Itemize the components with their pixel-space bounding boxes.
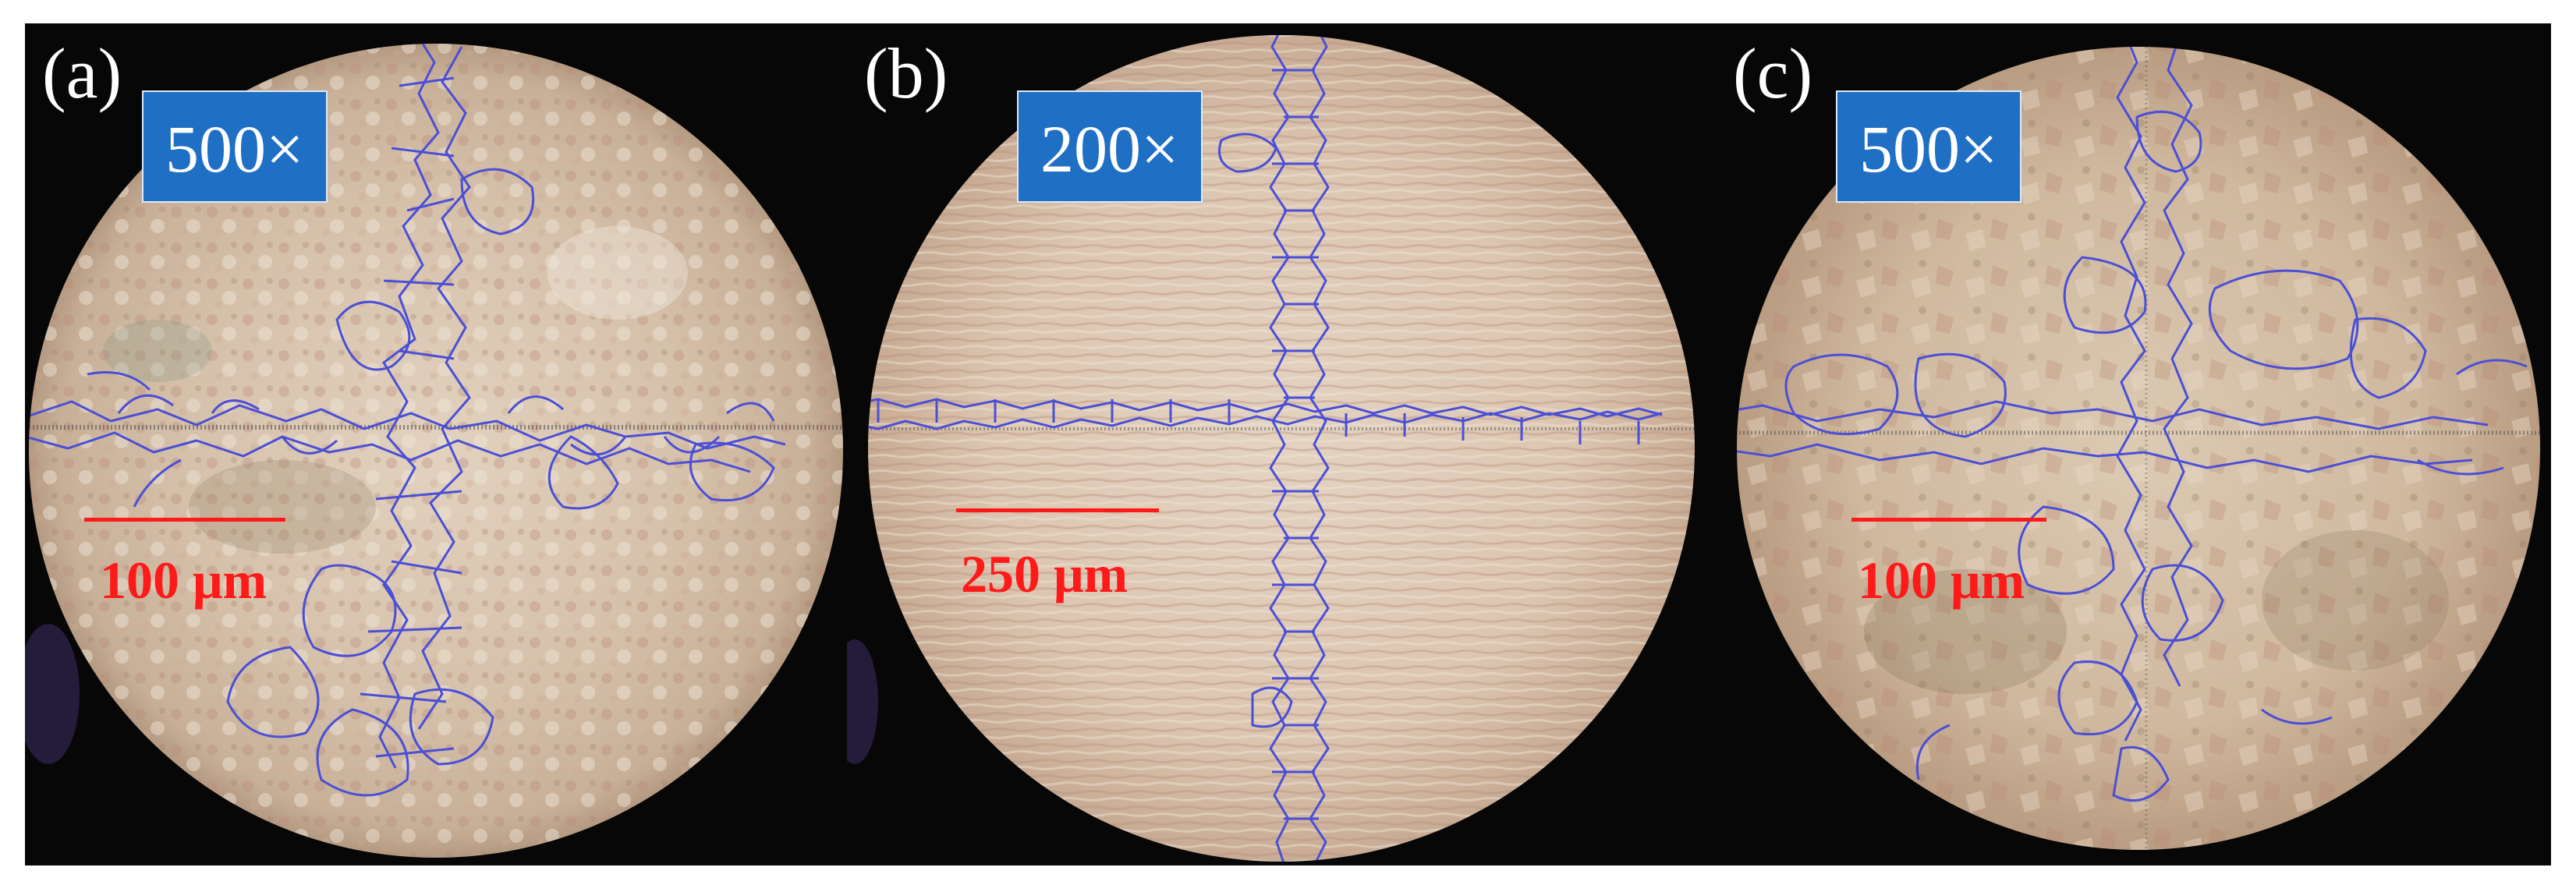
micrograph-b: [847, 23, 1716, 865]
scale-bar-line-a: [84, 518, 285, 522]
grain-boundaries-c: [1737, 47, 2528, 802]
panel-a: (a) 500× 100 μm: [25, 23, 847, 865]
panel-label-c: (c): [1733, 34, 1813, 113]
panel-label-a: (a): [42, 34, 122, 113]
magnification-badge-b: 200×: [1017, 90, 1203, 203]
grain-boundaries-a: [29, 44, 786, 797]
panel-b: (b) 200× 250 μm: [847, 23, 1716, 865]
magnification-badge-a: 500×: [142, 90, 328, 203]
scale-bar-line-c: [1851, 518, 2046, 522]
scale-bar-text-a: 100 μm: [100, 550, 268, 610]
scale-bar-text-b: 250 μm: [961, 544, 1129, 604]
grain-boundaries-b: [868, 35, 1663, 862]
panel-c: (c) 500× 100 μm: [1716, 23, 2551, 865]
magnification-badge-c: 500×: [1836, 90, 2021, 203]
panel-label-b: (b): [864, 34, 948, 113]
scale-bar-text-c: 100 μm: [1858, 550, 2025, 610]
micrograph-a: [25, 23, 847, 865]
scale-bar-line-b: [956, 508, 1159, 512]
